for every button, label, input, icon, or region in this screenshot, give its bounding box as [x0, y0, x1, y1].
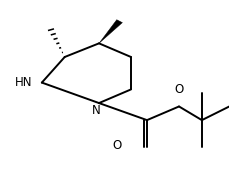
Polygon shape	[98, 20, 122, 43]
Text: N: N	[92, 104, 101, 117]
Text: HN: HN	[15, 76, 33, 89]
Text: O: O	[112, 139, 121, 152]
Text: O: O	[174, 83, 183, 96]
